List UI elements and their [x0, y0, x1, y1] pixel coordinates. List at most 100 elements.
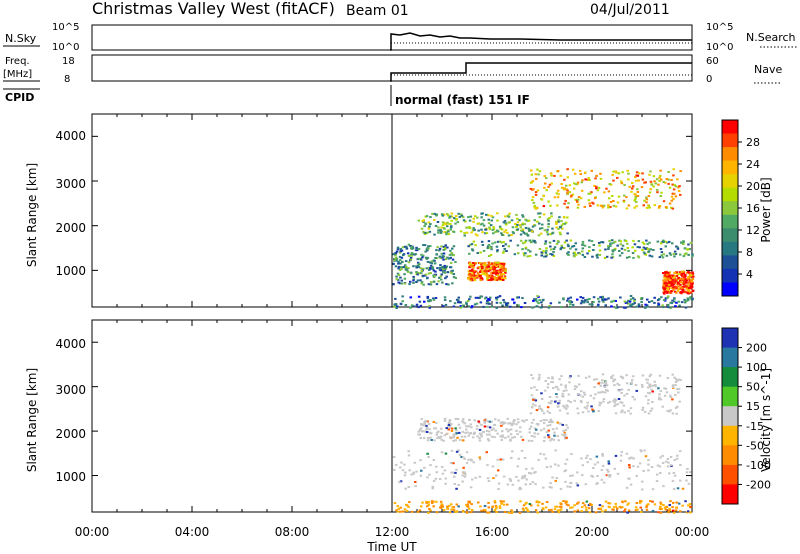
echo-pixel — [606, 256, 609, 258]
echo-pixel — [630, 191, 633, 193]
echo-pixel — [543, 419, 546, 421]
echo-pixel — [427, 247, 430, 249]
echo-pixel — [629, 301, 632, 303]
colorbar-swatch — [722, 201, 738, 215]
echo-pixel — [430, 265, 433, 267]
echo-pixel — [677, 392, 680, 394]
echo-pixel — [412, 276, 415, 278]
echo-pixel — [477, 502, 480, 504]
echo-pixel — [416, 304, 419, 306]
echo-pixel — [667, 289, 670, 291]
echo-pixel — [520, 230, 523, 232]
echo-pixel — [641, 384, 644, 386]
echo-pixel — [552, 251, 555, 253]
echo-pixel — [676, 455, 679, 457]
echo-pixel — [687, 292, 690, 294]
colorbar-swatch — [722, 426, 738, 446]
echo-pixel — [436, 253, 439, 255]
echo-pixel — [656, 474, 659, 476]
echo-pixel — [497, 469, 500, 471]
echo-pixel — [577, 199, 580, 201]
echo-pixel — [673, 272, 676, 274]
echo-pixel — [429, 299, 432, 301]
echo-pixel — [669, 500, 672, 502]
velocity-ytick-4000: 4000 — [55, 337, 86, 351]
echo-pixel — [658, 298, 661, 300]
colorbar-swatch — [722, 465, 738, 485]
echo-pixel — [558, 302, 561, 304]
echo-pixel — [540, 429, 543, 431]
echo-pixel — [544, 436, 547, 438]
echo-pixel — [529, 255, 532, 257]
echo-pixel — [648, 384, 651, 386]
echo-pixel — [426, 215, 429, 217]
echo-pixel — [629, 413, 632, 415]
colorbar-swatch — [722, 283, 738, 297]
echo-pixel — [423, 301, 426, 303]
echo-pixel — [595, 186, 598, 188]
echo-pixel — [599, 173, 602, 175]
echo-pixel — [488, 303, 491, 305]
colorbar-tick-label: 28 — [746, 136, 760, 149]
echo-pixel — [481, 241, 484, 243]
echo-pixel — [426, 427, 429, 429]
echo-pixel — [549, 421, 552, 423]
echo-pixel — [492, 232, 495, 234]
echo-pixel — [550, 302, 553, 304]
echo-pixel — [599, 402, 602, 404]
echo-pixel — [467, 300, 470, 302]
echo-pixel — [417, 258, 420, 260]
echo-pixel — [573, 504, 576, 506]
echo-pixel — [527, 249, 530, 251]
echo-pixel — [648, 413, 651, 415]
echo-pixel — [433, 421, 436, 423]
echo-pixel — [625, 240, 628, 242]
echo-pixel — [473, 241, 476, 243]
echo-pixel — [501, 277, 504, 279]
echo-pixel — [669, 203, 672, 205]
echo-pixel — [676, 178, 679, 180]
echo-pixel — [591, 202, 594, 204]
echo-pixel — [445, 478, 448, 480]
echo-pixel — [507, 436, 510, 438]
echo-pixel — [564, 188, 567, 190]
echo-pixel — [560, 509, 563, 511]
echo-pixel — [572, 194, 575, 196]
echo-pixel — [433, 439, 436, 441]
echo-pixel — [529, 428, 532, 430]
echo-pixel — [673, 255, 676, 257]
echo-pixel — [568, 381, 571, 383]
echo-pixel — [582, 297, 585, 299]
echo-pixel — [474, 432, 477, 434]
echo-pixel — [428, 504, 431, 506]
echo-pixel — [480, 213, 483, 215]
echo-pixel — [551, 183, 554, 185]
echo-pixel — [421, 220, 424, 222]
echo-pixel — [522, 439, 525, 441]
echo-pixel — [435, 249, 438, 251]
echo-pixel — [457, 505, 460, 507]
echo-pixel — [651, 300, 654, 302]
echo-pixel — [403, 273, 406, 275]
echo-pixel — [511, 298, 514, 300]
echo-pixel — [607, 297, 610, 299]
colorbar-swatch — [722, 367, 738, 387]
echo-pixel — [628, 464, 631, 466]
echo-pixel — [399, 259, 402, 261]
echo-pixel — [417, 280, 420, 282]
echo-pixel — [394, 258, 397, 260]
xtick-0800: 08:00 — [275, 525, 310, 539]
echo-pixel — [569, 248, 572, 250]
echo-pixel — [475, 271, 478, 273]
echo-pixel — [624, 411, 627, 413]
echo-pixel — [441, 451, 444, 453]
echo-pixel — [632, 465, 635, 467]
echo-pixel — [412, 265, 415, 267]
echo-pixel — [677, 248, 680, 250]
echo-pixel — [563, 247, 566, 249]
echo-pixel — [458, 432, 461, 434]
echo-pixel — [643, 182, 646, 184]
echo-pixel — [507, 484, 510, 486]
echo-pixel — [519, 512, 522, 514]
echo-pixel — [516, 218, 519, 220]
